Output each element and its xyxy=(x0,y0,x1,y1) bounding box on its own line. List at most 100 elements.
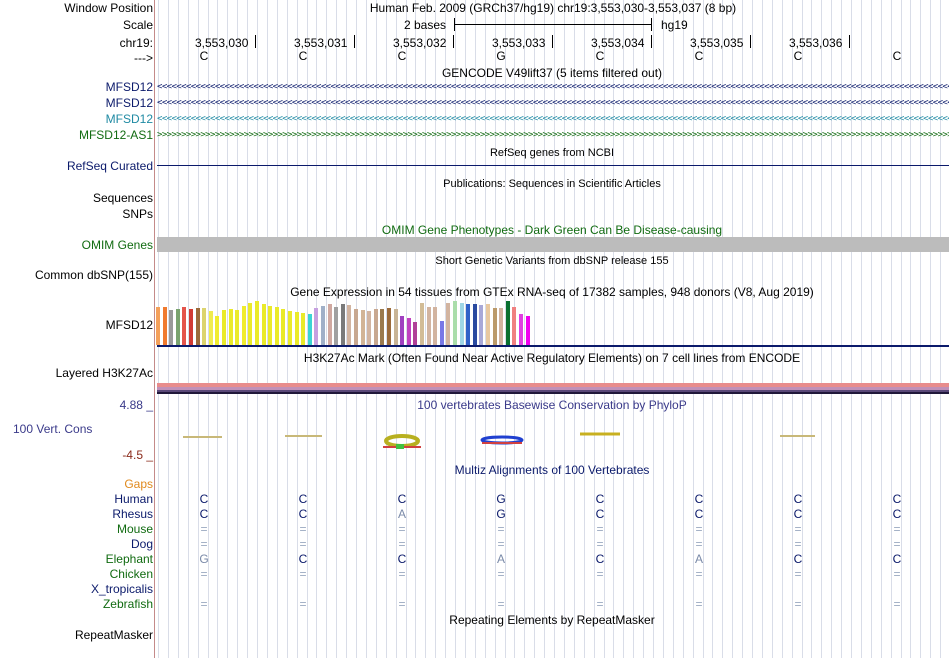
gtex-tissue-bar[interactable] xyxy=(413,322,418,345)
gtex-tissue-bar[interactable] xyxy=(525,316,530,345)
gtex-tissue-bar[interactable] xyxy=(466,304,471,345)
grid-line xyxy=(662,0,664,658)
gtex-tissue-bar[interactable] xyxy=(268,306,273,345)
gtex-tissue-bar[interactable] xyxy=(400,316,405,345)
gtex-tissue-bar[interactable] xyxy=(340,304,345,345)
sequence-base: C xyxy=(397,49,407,63)
ruler-position-label: 3,553,034 xyxy=(591,36,645,50)
repeatmasker-track-label[interactable]: RepeatMasker xyxy=(74,628,153,642)
gtex-tissue-bar[interactable] xyxy=(195,308,200,345)
dbsnp-track-label[interactable]: Common dbSNP(155) xyxy=(34,268,153,282)
gtex-tissue-bar[interactable] xyxy=(162,307,167,345)
gtex-tissue-bar[interactable] xyxy=(453,301,457,345)
species-label[interactable]: Chicken xyxy=(109,567,153,581)
gtex-tissue-bar[interactable] xyxy=(208,311,213,345)
window-position-text[interactable]: Human Feb. 2009 (GRCh37/hg19) chr19:3,55… xyxy=(369,1,737,15)
gtex-tissue-bar[interactable] xyxy=(261,304,266,345)
gtex-tissue-bar[interactable] xyxy=(235,310,240,345)
alignment-base: = xyxy=(398,567,406,581)
gtex-tissue-bar[interactable] xyxy=(420,303,424,345)
gtex-tissue-bar[interactable] xyxy=(459,303,464,345)
gtex-tissue-bar[interactable] xyxy=(274,307,279,345)
gtex-tissue-bar[interactable] xyxy=(222,310,226,345)
gene-label[interactable]: MFSD12 xyxy=(105,80,153,94)
gtex-tissue-bar[interactable] xyxy=(446,303,451,345)
gtex-tissue-bar[interactable] xyxy=(393,309,398,345)
phylop-track-label[interactable]: 100 Vert. Cons xyxy=(13,422,93,436)
species-label[interactable]: Mouse xyxy=(116,522,153,536)
alignment-base: = xyxy=(398,537,406,551)
gtex-tissue-bar[interactable] xyxy=(433,307,438,345)
species-label[interactable]: Rhesus xyxy=(112,507,153,521)
species-label[interactable]: Dog xyxy=(130,537,153,551)
gtex-tissue-bar[interactable] xyxy=(169,310,174,345)
gtex-tissue-bar[interactable] xyxy=(479,305,484,345)
species-label[interactable]: Elephant xyxy=(105,552,153,566)
gtex-tissue-bar[interactable] xyxy=(439,321,444,345)
refseq-gene-line[interactable] xyxy=(157,165,949,166)
gtex-tissue-bar[interactable] xyxy=(281,309,286,345)
gene-label[interactable]: MFSD12 xyxy=(105,96,153,110)
gtex-tissue-bar[interactable] xyxy=(486,304,490,345)
alignment-base: = xyxy=(497,537,505,551)
species-label[interactable]: Human xyxy=(114,492,153,506)
gtex-tissue-bar[interactable] xyxy=(175,309,180,345)
publications-track-label[interactable]: Sequences xyxy=(92,191,153,205)
gtex-tissue-bar[interactable] xyxy=(426,307,431,345)
gtex-tissue-bar[interactable] xyxy=(492,308,497,345)
gtex-tissue-bar[interactable] xyxy=(288,311,292,345)
gtex-tissue-bar[interactable] xyxy=(354,309,358,345)
gtex-tissue-bar[interactable] xyxy=(314,308,319,345)
gene-strand-line[interactable]: <<<<<<<<<<<<<<<<<<<<<<<<<<<<<<<<<<<<<<<<… xyxy=(157,82,949,92)
omim-gene-bar[interactable] xyxy=(157,237,949,252)
gtex-tissue-bar[interactable] xyxy=(347,305,352,345)
gtex-tissue-bar[interactable] xyxy=(380,309,385,345)
gene-strand-line[interactable]: <<<<<<<<<<<<<<<<<<<<<<<<<<<<<<<<<<<<<<<<… xyxy=(157,114,949,124)
refseq-track-label[interactable]: RefSeq Curated xyxy=(66,159,153,173)
gtex-tissue-bar[interactable] xyxy=(472,304,477,345)
grid-line xyxy=(445,0,447,658)
phylop-max-label: 4.88 _ xyxy=(119,398,153,412)
gtex-tissue-bar[interactable] xyxy=(373,309,378,345)
grid-line xyxy=(781,0,783,658)
gtex-tissue-bar[interactable] xyxy=(505,301,510,345)
h3k27ac-track-label[interactable]: Layered H3K27Ac xyxy=(55,366,153,380)
omim-track-label[interactable]: OMIM Genes xyxy=(81,238,153,252)
sequence-base: C xyxy=(199,49,209,63)
gtex-tissue-bar[interactable] xyxy=(202,308,207,345)
gtex-tissue-bar[interactable] xyxy=(156,307,160,345)
multiz-gaps-label[interactable]: Gaps xyxy=(124,477,153,491)
gene-strand-line[interactable]: >>>>>>>>>>>>>>>>>>>>>>>>>>>>>>>>>>>>>>>>… xyxy=(157,130,949,140)
gtex-tissue-bar[interactable] xyxy=(294,312,299,345)
gtex-tissue-bar[interactable] xyxy=(406,318,411,345)
alignment-base: = xyxy=(794,597,802,611)
gtex-tissue-bar[interactable] xyxy=(327,304,332,345)
gene-strand-line[interactable]: <<<<<<<<<<<<<<<<<<<<<<<<<<<<<<<<<<<<<<<<… xyxy=(157,98,949,108)
gtex-tissue-bar[interactable] xyxy=(360,310,365,345)
gtex-tissue-bar[interactable] xyxy=(334,307,339,345)
gtex-track-label[interactable]: MFSD12 xyxy=(105,318,153,332)
gtex-tissue-bar[interactable] xyxy=(241,306,246,345)
gene-label[interactable]: MFSD12-AS1 xyxy=(78,128,153,142)
gtex-tissue-bar[interactable] xyxy=(248,303,253,345)
gtex-tissue-bar[interactable] xyxy=(307,314,312,345)
assembly-name: hg19 xyxy=(661,18,688,32)
gtex-tissue-bar[interactable] xyxy=(228,309,233,345)
snps-track-label[interactable]: SNPs xyxy=(122,207,153,221)
gtex-tissue-bar[interactable] xyxy=(499,308,504,345)
gtex-tissue-bar[interactable] xyxy=(215,316,220,345)
gtex-tissue-bar[interactable] xyxy=(255,301,259,345)
species-label[interactable]: Zebrafish xyxy=(102,597,153,611)
gtex-tissue-bar[interactable] xyxy=(182,307,187,345)
grid-line xyxy=(742,0,744,658)
gtex-tissue-bar[interactable] xyxy=(189,309,193,345)
gtex-tissue-bar[interactable] xyxy=(387,308,391,345)
grid-line xyxy=(732,0,734,658)
gtex-tissue-bar[interactable] xyxy=(367,311,372,345)
species-label[interactable]: X_tropicalis xyxy=(90,582,153,596)
gtex-tissue-bar[interactable] xyxy=(512,307,517,345)
gtex-tissue-bar[interactable] xyxy=(321,306,325,345)
gtex-tissue-bar[interactable] xyxy=(301,313,306,345)
gene-label[interactable]: MFSD12 xyxy=(105,112,153,126)
gtex-tissue-bar[interactable] xyxy=(519,314,523,345)
